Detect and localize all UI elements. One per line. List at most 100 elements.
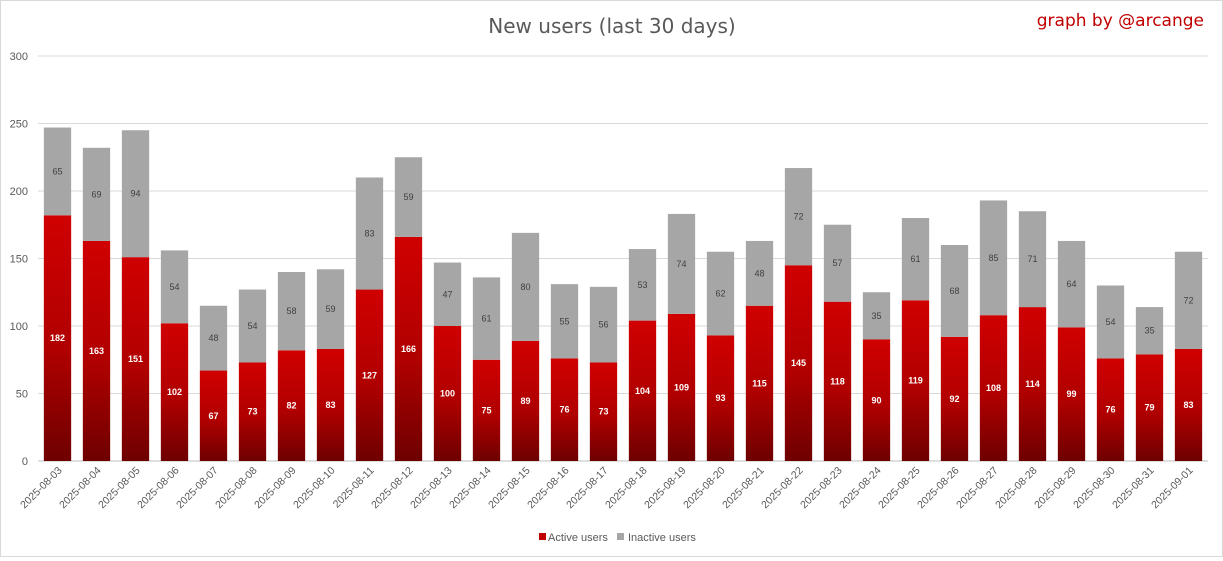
bar-active	[394, 236, 423, 461]
data-label-inactive: 68	[949, 286, 959, 296]
data-label-active: 127	[362, 370, 377, 380]
bar-inactive	[667, 213, 696, 314]
data-label-inactive: 35	[1144, 326, 1154, 336]
bar-inactive	[355, 177, 384, 290]
bar-inactive	[121, 130, 150, 258]
data-label-inactive: 64	[1066, 279, 1076, 289]
data-label-inactive: 74	[676, 259, 686, 269]
y-tick-label: 150	[10, 254, 28, 266]
legend-swatch-inactive	[617, 533, 624, 540]
bar-active	[667, 313, 696, 461]
data-label-inactive: 58	[286, 306, 296, 316]
data-label-active: 108	[986, 383, 1001, 393]
bar-inactive	[1135, 307, 1164, 355]
bar-inactive	[706, 251, 735, 336]
data-label-active: 119	[908, 376, 923, 386]
y-tick-label: 200	[10, 186, 28, 198]
y-tick-label: 50	[16, 389, 28, 401]
bar-active	[1057, 327, 1086, 461]
data-label-inactive: 69	[91, 189, 101, 199]
bar-active	[706, 335, 735, 461]
bar-inactive	[238, 289, 267, 363]
data-label-inactive: 62	[715, 289, 725, 299]
bar-active	[550, 358, 579, 461]
bar-active	[1174, 348, 1203, 461]
bar-inactive	[277, 272, 306, 351]
data-label-inactive: 56	[598, 320, 608, 330]
data-label-inactive: 54	[169, 282, 179, 292]
data-label-inactive: 55	[559, 316, 569, 326]
data-label-active: 145	[791, 358, 806, 368]
bar-active	[238, 362, 267, 461]
data-label-inactive: 65	[52, 166, 62, 176]
bar-inactive	[160, 250, 189, 324]
bar-inactive	[784, 168, 813, 266]
bar-active	[1135, 354, 1164, 461]
bar-active	[862, 339, 891, 461]
bar-inactive	[550, 284, 579, 359]
bar-active	[316, 348, 345, 461]
legend-label-active: Active users	[548, 532, 608, 544]
data-label-inactive: 80	[520, 282, 530, 292]
bar-inactive	[1057, 240, 1086, 328]
data-label-inactive: 54	[1105, 317, 1115, 327]
data-label-active: 79	[1144, 403, 1154, 413]
data-label-active: 102	[167, 387, 182, 397]
data-label-active: 83	[325, 400, 335, 410]
data-label-active: 82	[286, 401, 296, 411]
bar-active	[1096, 358, 1125, 461]
legend-swatch-active	[539, 533, 546, 540]
bar-inactive	[1174, 251, 1203, 349]
bar-active	[121, 257, 150, 461]
data-label-active: 83	[1183, 400, 1193, 410]
data-label-active: 151	[128, 354, 143, 364]
bar-inactive	[511, 232, 540, 341]
data-label-inactive: 53	[637, 280, 647, 290]
bar-active	[823, 301, 852, 461]
data-label-inactive: 61	[910, 254, 920, 264]
bar-active	[277, 350, 306, 461]
data-label-inactive: 54	[247, 321, 257, 331]
data-label-active: 92	[949, 394, 959, 404]
data-label-active: 115	[752, 378, 767, 388]
x-tick-label: 2025-08-10	[291, 465, 338, 512]
data-label-inactive: 48	[208, 333, 218, 343]
data-label-active: 75	[481, 405, 491, 415]
bar-active	[784, 265, 813, 461]
bar-active	[1018, 307, 1047, 461]
y-tick-label: 250	[10, 119, 28, 131]
legend-label-inactive: Inactive users	[628, 532, 696, 544]
data-label-active: 76	[1105, 405, 1115, 415]
data-label-active: 163	[89, 346, 104, 356]
data-label-active: 166	[401, 344, 416, 354]
bar-inactive	[745, 240, 774, 306]
data-label-active: 114	[1025, 379, 1040, 389]
data-label-inactive: 48	[754, 268, 764, 278]
credit-text: graph by @arcange	[1037, 11, 1204, 31]
data-label-active: 118	[830, 376, 845, 386]
bar-active	[979, 315, 1008, 461]
data-label-inactive: 59	[325, 304, 335, 314]
bar-inactive	[1096, 285, 1125, 359]
data-label-active: 73	[598, 407, 608, 417]
bar-inactive	[82, 147, 111, 241]
bar-inactive	[940, 245, 969, 337]
x-tick-label: 2025-09-01	[1149, 465, 1196, 512]
data-label-active: 90	[871, 395, 881, 405]
data-label-inactive: 85	[988, 253, 998, 263]
bar-inactive	[589, 286, 618, 363]
data-label-inactive: 72	[793, 212, 803, 222]
data-label-active: 182	[50, 333, 65, 343]
bar-active	[82, 240, 111, 461]
data-label-active: 99	[1066, 389, 1076, 399]
data-label-inactive: 59	[403, 192, 413, 202]
bar-active	[901, 300, 930, 461]
y-tick-label: 300	[10, 51, 28, 63]
gridlines	[38, 55, 1208, 462]
data-label-active: 104	[635, 386, 650, 396]
bar-active	[472, 359, 501, 461]
data-label-active: 76	[559, 405, 569, 415]
data-label-inactive: 71	[1027, 254, 1037, 264]
